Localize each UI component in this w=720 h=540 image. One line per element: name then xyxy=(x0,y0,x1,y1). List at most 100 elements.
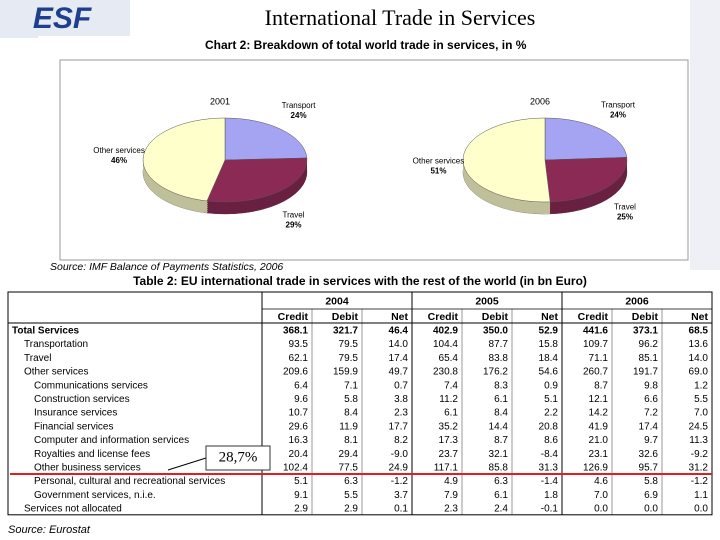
row-label: Royalties and license fees xyxy=(34,449,150,460)
cell: 69.0 xyxy=(689,367,709,378)
cell: 8.3 xyxy=(494,380,508,391)
row-label: Services not allocated xyxy=(24,504,122,515)
cell: 441.6 xyxy=(583,325,608,336)
cell: 0.1 xyxy=(394,504,408,515)
row-label: Transportation xyxy=(24,339,88,350)
row-label: Communications services xyxy=(34,380,148,391)
cell: 12.1 xyxy=(589,394,609,405)
cell: 4.9 xyxy=(444,476,458,487)
cell: 17.7 xyxy=(389,421,409,432)
pie-value-label: 46% xyxy=(111,156,127,165)
cell: 7.0 xyxy=(594,490,608,501)
table-frame xyxy=(7,291,713,516)
row-label: Government services, n.i.e. xyxy=(34,490,156,501)
cell: 8.4 xyxy=(344,408,358,419)
year-header: 2004 xyxy=(325,295,349,307)
cell: 9.1 xyxy=(294,490,308,501)
cell: 109.7 xyxy=(583,339,608,350)
cell: 373.1 xyxy=(633,325,658,336)
cell: 85.8 xyxy=(489,462,509,473)
cell: 126.9 xyxy=(583,462,608,473)
column-header: Credit xyxy=(428,311,459,323)
pie-slice xyxy=(544,157,628,203)
cell: 8.4 xyxy=(494,408,508,419)
cell: 6.1 xyxy=(494,394,508,405)
cell: 14.4 xyxy=(489,421,509,432)
cell: 20.4 xyxy=(289,449,309,460)
pie-slice xyxy=(224,117,308,161)
cell: 13.6 xyxy=(689,339,709,350)
cell: 6.9 xyxy=(644,490,658,501)
cell: 16.3 xyxy=(289,435,309,446)
cell: 3.8 xyxy=(394,394,408,405)
table-title: Table 2: EU international trade in servi… xyxy=(133,274,587,288)
cell: 7.4 xyxy=(444,380,458,391)
row-label: Total Services xyxy=(12,325,80,336)
cell: 10.7 xyxy=(289,408,309,419)
cell: 6.6 xyxy=(644,394,658,405)
pie-category: Travel xyxy=(283,210,305,219)
row-label: Other business services xyxy=(34,462,141,473)
cell: 2.9 xyxy=(344,504,358,515)
cell: 14.0 xyxy=(689,353,709,364)
cell: 41.9 xyxy=(589,421,609,432)
pie-value-label: 29% xyxy=(286,220,302,229)
row-label: Computer and information services xyxy=(34,435,189,446)
callout-arrow xyxy=(167,457,207,471)
cell: 77.5 xyxy=(339,462,359,473)
cell: 23.1 xyxy=(589,449,609,460)
column-header: Net xyxy=(541,311,558,323)
cell: 35.2 xyxy=(439,421,459,432)
cell: 6.1 xyxy=(444,408,458,419)
logo: ESF xyxy=(33,2,92,35)
pie-category: Other services xyxy=(93,146,145,155)
cell: 7.9 xyxy=(444,490,458,501)
row-label: Personal, cultural and recreational serv… xyxy=(34,476,225,487)
chart-heading: Chart 2: Breakdown of total world trade … xyxy=(205,38,527,52)
cell: 85.1 xyxy=(639,353,659,364)
cell: 0.0 xyxy=(644,504,658,515)
column-header: Net xyxy=(391,311,408,323)
cell: 209.6 xyxy=(283,367,308,378)
cell: 11.9 xyxy=(339,421,358,432)
year-header: 2006 xyxy=(625,295,649,307)
pie-category: Travel xyxy=(614,203,636,212)
cell: 6.4 xyxy=(294,380,308,391)
row-label: Travel xyxy=(24,353,51,364)
cell: 102.4 xyxy=(283,462,308,473)
column-header: Debit xyxy=(332,311,359,323)
cell: 5.5 xyxy=(344,490,358,501)
table: 2004 Credit Debit Net 2005 Credit Debit Net 2006… xyxy=(7,291,713,516)
cell: 8.2 xyxy=(394,435,408,446)
cell: 7.2 xyxy=(644,408,658,419)
cell: -8.4 xyxy=(541,449,559,460)
cell: 8.7 xyxy=(594,380,608,391)
cell: -9.0 xyxy=(391,449,409,460)
cell: 0.0 xyxy=(594,504,608,515)
cell: 159.9 xyxy=(333,367,358,378)
cell: 9.6 xyxy=(294,394,308,405)
pie-value-label: 24% xyxy=(610,111,626,120)
cell: 1.2 xyxy=(694,380,708,391)
cell: 6.1 xyxy=(494,490,508,501)
cell: 52.9 xyxy=(539,325,559,336)
row-label: Other services xyxy=(24,367,88,378)
side-band xyxy=(690,0,720,270)
cell: 350.0 xyxy=(483,325,508,336)
pie-slice xyxy=(206,157,308,203)
cell: 1.1 xyxy=(694,490,708,501)
row-label: Insurance services xyxy=(34,408,117,419)
cell: 321.7 xyxy=(333,325,358,336)
cell: 20.8 xyxy=(539,421,559,432)
cell: 31.2 xyxy=(689,462,709,473)
cell: 46.4 xyxy=(389,325,409,336)
pie-title: 2001 xyxy=(210,96,230,106)
cell: 0.9 xyxy=(544,380,558,391)
cell: 5.8 xyxy=(344,394,358,405)
cell: 117.1 xyxy=(434,462,459,473)
cell: 6.3 xyxy=(344,476,358,487)
pie-category: Other services xyxy=(413,156,465,165)
cell: 49.7 xyxy=(389,367,409,378)
